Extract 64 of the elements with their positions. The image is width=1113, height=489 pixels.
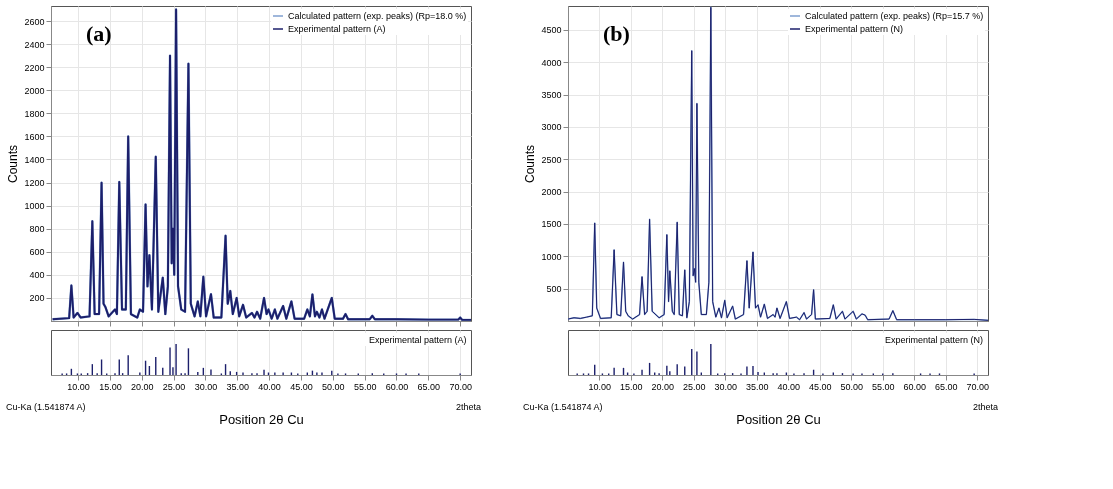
x-tick-label: 40.00 [258, 381, 281, 392]
x-axis-title: Position 2θ Cu [736, 411, 821, 427]
x-tick-label: 70.00 [449, 381, 472, 392]
legend-label: Calculated pattern (exp. peaks) (Rp=18.0 %) [288, 11, 467, 21]
text: Experimental pattern (A) [369, 335, 467, 345]
x-tick-label: 35.00 [226, 381, 250, 392]
x-tick-label: 65.00 [935, 381, 958, 392]
y-tick-label: 400 [29, 270, 45, 281]
x-tick-label: 50.00 [840, 381, 864, 392]
x-tick-label: 10.00 [588, 381, 612, 392]
text: 2theta [972, 402, 998, 412]
x-tick-label: 30.00 [714, 381, 738, 392]
text: Cu-Ka (1.541874 A) [6, 402, 86, 412]
y-tick-label: 3000 [541, 122, 562, 133]
x-tick-label: 60.00 [903, 381, 927, 392]
y-tick-label: 1000 [541, 251, 562, 262]
text: (b) [603, 21, 630, 46]
legend-label: Calculated pattern (exp. peaks) (Rp=15.7 %) [805, 11, 984, 21]
x-tick-label: 70.00 [966, 381, 990, 392]
x-tick-label: 55.00 [353, 381, 377, 392]
x-tick-label: 20.00 [651, 381, 675, 392]
x-tick-label: 45.00 [809, 381, 832, 392]
x-tick-label: 55.00 [872, 381, 895, 392]
y-axis-title: Counts [6, 144, 21, 184]
y-tick-label: 600 [29, 247, 45, 258]
y-tick-label: 1400 [24, 154, 45, 165]
text: Cu-Ka (1.541874 A) [523, 402, 603, 412]
y-tick-label: 800 [29, 224, 45, 235]
text: (a) [86, 21, 112, 46]
y-tick-label: 2000 [541, 187, 562, 198]
y-tick-label: 1600 [24, 131, 45, 142]
y-tick-label: 2400 [24, 39, 45, 50]
x-tick-label: 10.00 [67, 381, 90, 392]
x-tick-label: 25.00 [682, 381, 706, 392]
x-tick-label: 45.00 [290, 381, 313, 392]
x-tick-label: 20.00 [130, 381, 154, 392]
y-tick-label: 500 [546, 284, 562, 295]
x-tick-label: 35.00 [746, 381, 769, 392]
text: 2theta [455, 402, 481, 412]
x-tick-label: 30.00 [194, 381, 218, 392]
y-tick-label: 2200 [24, 62, 45, 73]
x-tick-label: 60.00 [385, 381, 409, 392]
y-tick-label: 200 [29, 293, 45, 304]
y-tick-label: 2500 [541, 154, 562, 165]
x-tick-label: 25.00 [162, 381, 186, 392]
x-tick-label: 40.00 [777, 381, 801, 392]
y-tick-label: 2600 [24, 16, 45, 27]
y-tick-label: 4500 [541, 25, 562, 36]
y-tick-label: 1000 [24, 201, 45, 212]
y-axis-title: Counts [523, 144, 538, 184]
x-tick-label: 15.00 [99, 381, 122, 392]
legend-label: Experimental pattern (A) [288, 24, 386, 34]
y-tick-label: 1500 [541, 219, 562, 230]
x-tick-label: 50.00 [322, 381, 345, 392]
y-tick-label: 1200 [24, 178, 45, 189]
text: Experimental pattern (N) [885, 335, 984, 345]
y-tick-label: 2000 [24, 85, 45, 96]
legend-label: Experimental pattern (N) [805, 24, 904, 34]
y-tick-label: 3500 [541, 90, 562, 101]
x-tick-label: 15.00 [619, 381, 643, 392]
y-tick-label: 4000 [541, 57, 562, 68]
x-axis-title: Position 2θ Cu [219, 411, 304, 427]
x-tick-label: 65.00 [417, 381, 441, 392]
y-tick-label: 1800 [24, 108, 45, 119]
